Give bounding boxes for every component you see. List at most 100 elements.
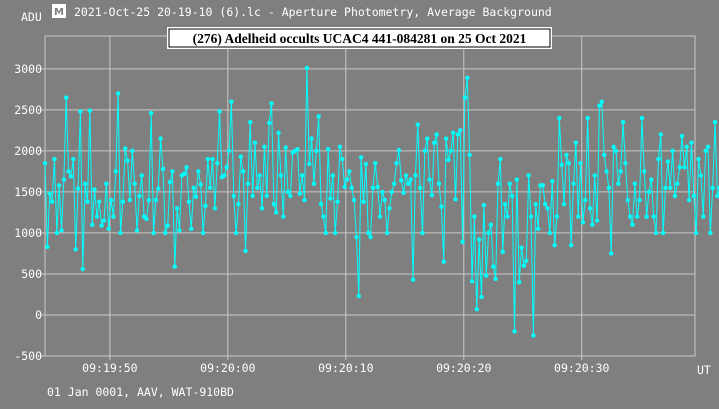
data-point [474,307,479,312]
data-point [302,197,307,203]
data-point [311,181,317,186]
data-point [540,183,546,188]
data-point [205,156,210,162]
svg-text:M: M [54,7,64,18]
data-point [545,206,550,211]
y-tick-label: 1500 [14,185,42,199]
data-point [186,199,192,204]
data-point [517,279,522,285]
data-point [453,197,458,202]
data-point [514,177,520,182]
y-tick-label: 1000 [14,226,42,240]
data-point [606,185,612,190]
data-point [354,234,359,240]
data-point [585,115,590,121]
data-point [134,228,140,233]
data-point [203,203,208,209]
data-point [163,230,168,236]
data-point [59,228,64,233]
data-point [472,214,477,219]
data-point [710,185,715,190]
data-point [274,210,279,215]
x-tick-label: 09:20:10 [318,361,373,375]
data-point [304,65,310,71]
data-point [691,193,697,199]
data-point [73,247,78,252]
data-point [528,214,534,219]
data-point [375,184,380,190]
data-point [535,226,541,232]
data-point [255,185,260,190]
data-point [460,239,465,245]
data-point [130,148,135,154]
y-tick-label: 2500 [14,103,42,117]
data-point [554,214,560,219]
data-point [231,193,236,199]
data-point [432,140,437,145]
data-point [620,119,626,125]
data-point [99,223,104,228]
data-point [243,248,248,254]
x-axis-label: UT [697,363,711,377]
data-point [635,214,640,219]
x-axis-tick-labels: 09:19:50 09:20:00 09:20:10 09:20:20 09:20:30 [82,356,610,375]
data-point [266,120,272,126]
data-point [342,184,347,190]
data-point [403,173,409,178]
data-point [75,186,81,191]
data-point [679,133,685,139]
data-point [285,189,291,195]
data-point [531,333,536,338]
data-point [137,193,142,199]
data-point [670,148,675,154]
data-point [85,199,90,204]
data-point [550,179,555,184]
data-point [660,230,666,236]
data-point [210,156,215,162]
data-point [49,199,55,204]
data-point [715,193,719,199]
data-point [373,160,378,166]
data-point [384,230,390,236]
data-point [507,181,512,186]
data-point [705,144,711,149]
data-point [351,197,357,203]
data-point [578,160,583,166]
data-point [491,264,496,269]
data-point [215,160,220,166]
data-point [146,197,152,203]
data-point [295,147,300,152]
data-point [78,109,83,114]
data-point [158,136,163,141]
data-point [639,115,645,121]
data-point [309,136,314,141]
data-point [509,193,515,199]
data-point [658,132,663,137]
data-point [106,226,111,232]
data-point [144,216,149,222]
data-point [682,165,687,170]
data-point [408,177,413,182]
data-point [410,277,416,282]
data-point [113,169,118,174]
data-point [559,162,564,168]
data-point [196,169,201,174]
data-point [123,146,128,151]
data-point [505,214,510,219]
data-point [425,136,430,141]
data-point [299,173,305,178]
data-point [89,222,95,227]
x-tick-label: 09:20:20 [436,361,491,375]
data-point [68,174,74,179]
data-point [406,181,411,186]
data-point [616,181,621,186]
data-point [646,189,652,195]
data-point [56,183,62,188]
chart-title-box: (276) Adelheid occults UCAC4 441-084281 … [167,27,552,49]
data-point [498,156,503,162]
data-point [328,196,333,201]
data-point [618,169,623,174]
data-point [467,152,472,158]
data-point [566,160,571,166]
data-point [366,230,371,236]
